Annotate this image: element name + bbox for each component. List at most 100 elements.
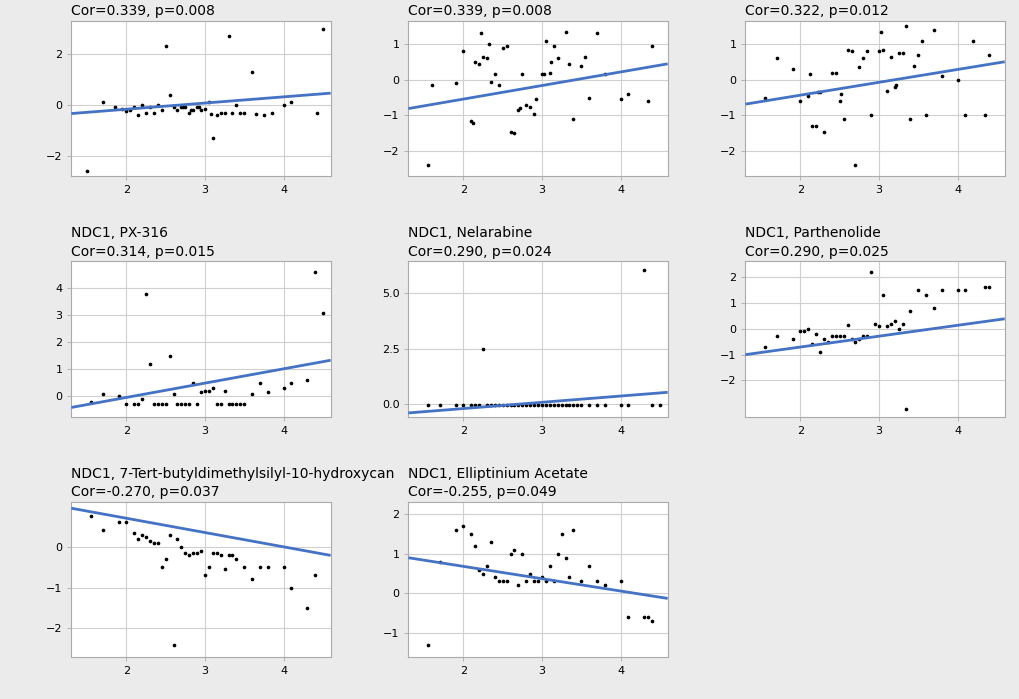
Point [110,391,126,402]
Point [537,35,553,46]
Point [494,400,511,411]
Point [122,104,139,115]
Point [588,400,604,411]
Point [792,326,808,337]
Point [639,96,655,107]
Point [228,399,245,410]
Point [811,87,827,98]
Point [216,107,232,118]
Point [560,572,577,583]
Point [874,44,891,55]
Point [888,80,904,91]
Point [447,400,464,411]
Point [635,612,651,623]
Point [902,113,918,124]
Text: NDC1, Chelerythrine
Cor=0.339, p=0.008: NDC1, Chelerythrine Cor=0.339, p=0.008 [71,0,215,18]
Point [620,612,636,623]
Point [201,385,217,396]
Point [823,331,840,342]
Point [530,576,546,587]
Point [256,110,272,121]
Point [420,160,436,171]
Point [212,399,228,410]
Point [811,346,827,357]
Text: NDC1, Parthenolide
Cor=0.290, p=0.025: NDC1, Parthenolide Cor=0.290, p=0.025 [745,226,889,259]
Point [173,541,190,552]
Point [169,533,185,545]
Point [801,69,817,80]
Point [807,329,823,340]
Point [917,289,933,301]
Point [537,576,553,587]
Point [189,547,205,559]
Point [184,377,201,389]
Point [208,547,224,559]
Point [475,568,491,579]
Point [643,616,659,627]
Point [541,67,557,78]
Point [201,562,217,573]
Point [871,26,888,37]
Point [201,96,217,108]
Point [494,576,511,587]
Point [189,102,205,113]
Point [205,132,221,143]
Point [537,400,553,411]
Point [475,51,491,62]
Point [526,576,542,587]
Point [471,564,487,575]
Point [573,400,589,411]
Point [471,58,487,69]
Point [314,307,330,318]
Point [635,265,651,276]
Point [173,102,190,113]
Point [565,400,581,411]
Point [839,44,855,55]
Point [510,105,526,116]
Point [95,96,111,108]
Point [197,570,213,581]
Point [894,318,910,329]
Point [177,547,194,559]
Point [768,53,785,64]
Point [283,377,300,389]
Point [260,387,276,398]
Point [463,115,479,127]
Point [299,375,315,386]
Point [177,102,194,113]
Point [807,121,823,132]
Point [815,126,832,137]
Point [651,400,667,411]
Point [275,562,291,573]
Point [890,323,906,334]
Point [643,41,659,52]
Point [514,400,530,411]
Point [533,572,549,583]
Point [949,284,965,296]
Point [308,107,324,118]
Text: NDC1, Nelarabine
Cor=0.290, p=0.024: NDC1, Nelarabine Cor=0.290, p=0.024 [408,226,551,259]
Point [133,529,150,540]
Point [527,94,543,105]
Point [949,74,965,85]
Point [78,166,95,177]
Point [486,400,502,411]
Point [106,102,122,113]
Point [902,305,918,316]
Point [205,547,221,559]
Point [467,540,483,552]
Point [154,562,170,573]
Point [463,528,479,540]
Point [482,76,498,87]
Point [126,102,143,113]
Point [232,399,249,410]
Point [197,103,213,115]
Point [193,545,209,556]
Point [556,552,573,563]
Point [514,548,530,559]
Point [898,21,914,32]
Text: NDC1, Elliptinium Acetate
Cor=-0.255, p=0.049: NDC1, Elliptinium Acetate Cor=-0.255, p=… [408,467,588,499]
Point [886,81,902,92]
Point [177,399,194,410]
Point [95,525,111,536]
